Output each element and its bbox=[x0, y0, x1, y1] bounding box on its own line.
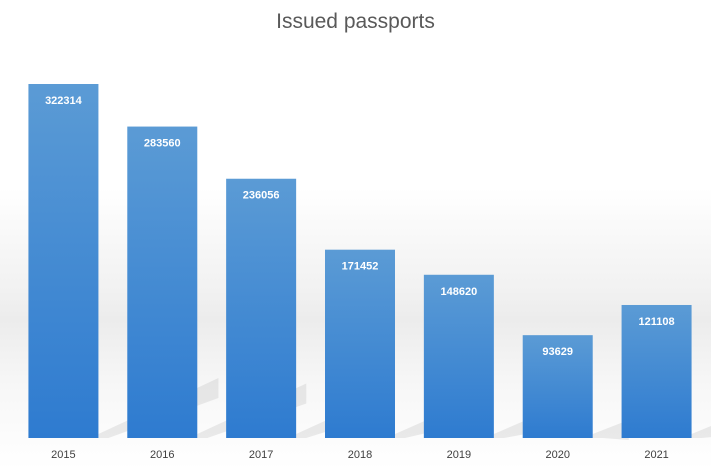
bar-2016 bbox=[127, 126, 198, 439]
x-tick-label-2019: 2019 bbox=[447, 449, 471, 461]
bars bbox=[28, 84, 692, 439]
bar-2018 bbox=[325, 249, 395, 438]
bar-shadow-2020 bbox=[592, 420, 629, 441]
data-label-2020: 93629 bbox=[542, 346, 573, 358]
x-tick-label-2016: 2016 bbox=[150, 449, 174, 461]
bar-shadow-2021 bbox=[691, 425, 711, 438]
x-tick-label-2017: 2017 bbox=[249, 449, 273, 461]
x-tick-label-2015: 2015 bbox=[51, 449, 75, 461]
data-label-2018: 171452 bbox=[342, 261, 379, 273]
data-label-2019: 148620 bbox=[440, 286, 477, 298]
data-labels: 322314 283560 236056 171452 148620 93629 12110… bbox=[45, 95, 675, 358]
x-axis-ticks: 2015 2016 2017 2018 2019 2020 2021 bbox=[51, 449, 669, 461]
data-label-2015: 322314 bbox=[45, 95, 83, 107]
chart-title: Issued passports bbox=[276, 10, 435, 33]
data-label-2016: 283560 bbox=[144, 138, 181, 150]
x-tick-label-2018: 2018 bbox=[348, 449, 372, 461]
bar-2017 bbox=[226, 178, 297, 438]
bar-2015 bbox=[28, 84, 99, 438]
bar-2019 bbox=[423, 274, 494, 438]
data-label-2021: 121108 bbox=[639, 316, 675, 328]
x-tick-label-2021: 2021 bbox=[644, 449, 668, 461]
x-tick-label-2020: 2020 bbox=[545, 449, 569, 461]
bar-2021 bbox=[621, 304, 692, 438]
data-label-2017: 236056 bbox=[243, 190, 280, 202]
bar-2020 bbox=[522, 335, 593, 438]
